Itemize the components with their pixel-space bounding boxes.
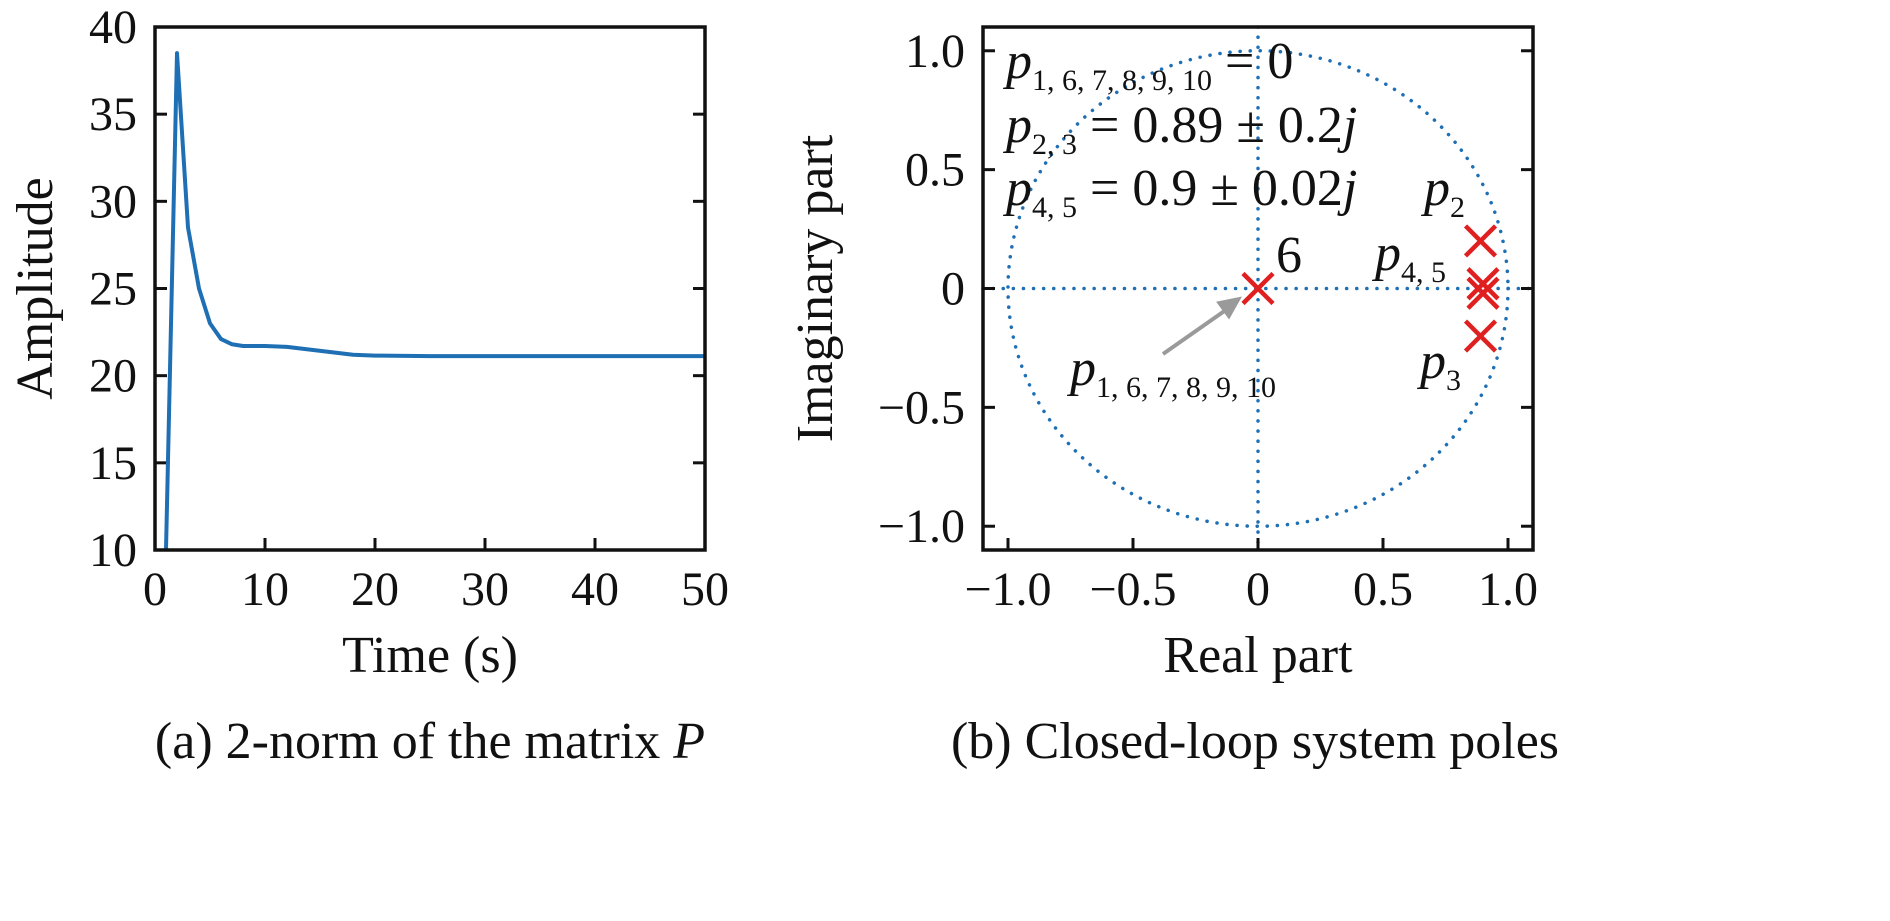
pole-4-5-label-symbol: p	[1371, 225, 1401, 282]
y-tick-label: 20	[89, 350, 137, 403]
x-tick-label: 0.5	[1353, 563, 1413, 616]
pole-4-5-label-subscript: 4, 5	[1401, 256, 1446, 289]
equation-imag-unit: j	[1337, 160, 1357, 217]
y-tick-label: 40	[89, 1, 137, 54]
pole-marker-stroke	[1241, 271, 1275, 306]
pole-map-chart-caption: (b) Closed-loop system poles	[951, 713, 1559, 770]
pole-map-chart: −1.0 −0.5 0 0.5 1.0−1.0−0.500.51.0 p1, 6, 7,…	[787, 25, 1559, 770]
origin-pole-label: p1, 6, 7, 8, 9, 10	[1066, 340, 1276, 404]
x-tick-label: 0	[143, 563, 167, 616]
y-tick-label: 1.0	[905, 25, 965, 78]
pole-marker	[1463, 319, 1498, 353]
equation-subscript: 2, 3	[1032, 128, 1077, 161]
pole-3-label-subscript: 3	[1446, 364, 1461, 397]
amplitude-y-axis-label: Amplitude	[7, 177, 64, 399]
pole-equation: p1, 6, 7, 8, 9, 10 = 0	[1002, 33, 1293, 97]
equation-symbol: p	[1002, 97, 1032, 154]
x-tick-label: −0.5	[1089, 563, 1176, 616]
x-tick-label: 30	[461, 563, 509, 616]
equation-value: = 0.9 ± 0.02	[1077, 160, 1343, 217]
pole-marker-stroke	[1463, 224, 1498, 258]
equation-imag-unit: j	[1337, 97, 1357, 154]
pole-equation: p4, 5 = 0.9 ± 0.02j	[1002, 160, 1357, 224]
equation-subscript: 4, 5	[1032, 191, 1077, 224]
caption-a-symbol: P	[672, 713, 705, 770]
pole-marker-stroke	[1466, 267, 1500, 301]
x-tick-label: 50	[681, 563, 729, 616]
y-tick-label: 0.5	[905, 144, 965, 197]
x-tick-label: −1.0	[964, 563, 1051, 616]
amplitude-series-line	[164, 51, 705, 551]
pole-map-x-axis-label: Real part	[1163, 627, 1353, 684]
y-tick-label: −1.0	[878, 500, 965, 553]
y-tick-label: 0	[941, 263, 965, 316]
pole-2-label: p2	[1420, 160, 1465, 224]
unit-circle	[1006, 49, 1510, 528]
amplitude-chart-caption: (a) 2-norm of the matrix P	[155, 713, 705, 770]
x-tick-label: 20	[351, 563, 399, 616]
equation-symbol: p	[1002, 33, 1032, 90]
origin-arrow	[1161, 306, 1230, 356]
pole-marker	[1466, 267, 1500, 301]
x-tick-label: 10	[241, 563, 289, 616]
y-tick-label: 15	[89, 437, 137, 490]
caption-a-text: (a) 2-norm of the matrix	[155, 713, 673, 770]
amplitude-plot-frame	[153, 25, 707, 552]
pole-marker	[1463, 224, 1498, 258]
origin-multiplicity-label: 6	[1276, 227, 1302, 284]
origin-pole-label-subscript: 1, 6, 7, 8, 9, 10	[1096, 371, 1276, 404]
origin-pole-label-symbol: p	[1066, 340, 1096, 397]
x-tick-label: 0	[1246, 563, 1270, 616]
x-tick-label: 40	[571, 563, 619, 616]
equation-subscript: 1, 6, 7, 8, 9, 10	[1032, 64, 1212, 97]
y-tick-label: 30	[89, 175, 137, 228]
amplitude-x-axis-label: Time (s)	[342, 627, 518, 684]
pole-2-label-symbol: p	[1420, 160, 1450, 217]
pole-equation: p2, 3 = 0.89 ± 0.2j	[1002, 97, 1357, 161]
pole-2-label-subscript: 2	[1450, 191, 1465, 224]
pole-3-label: p3	[1416, 333, 1461, 397]
equation-symbol: p	[1002, 160, 1032, 217]
pole-4-5-label: p4, 5	[1371, 225, 1446, 289]
equation-value: = 0.89 ± 0.2	[1077, 97, 1343, 154]
y-tick-label: 25	[89, 263, 137, 316]
y-tick-label: 35	[89, 88, 137, 141]
pole-marker-stroke	[1466, 276, 1500, 310]
pole-marker	[1466, 276, 1500, 310]
y-tick-label: 10	[89, 524, 137, 577]
y-tick-label: −0.5	[878, 381, 965, 434]
pole-3-label-symbol: p	[1416, 333, 1446, 390]
pole-map-plot-frame	[981, 25, 1535, 552]
equation-value: = 0	[1212, 33, 1293, 90]
pole-map-y-axis-label: Imaginary part	[787, 134, 844, 442]
origin-arrow-head	[1216, 296, 1242, 320]
pole-marker	[1241, 271, 1275, 306]
x-tick-label: 1.0	[1478, 563, 1538, 616]
pole-marker-stroke	[1463, 319, 1498, 353]
